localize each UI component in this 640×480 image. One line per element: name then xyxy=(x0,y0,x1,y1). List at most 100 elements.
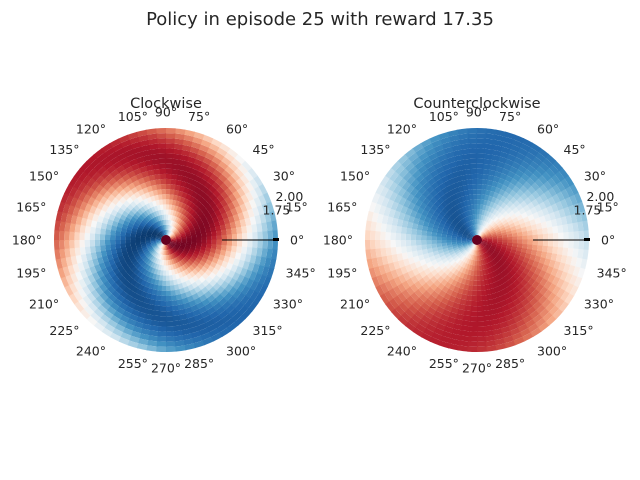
heat-cell xyxy=(431,236,436,240)
heat-cell xyxy=(54,230,59,241)
heat-cell xyxy=(120,236,125,240)
polar-panel-counterclockwise: 0°15°30°45°60°75°90°105°120°135°150°165°… xyxy=(323,96,627,376)
heat-cell xyxy=(476,184,481,189)
heat-cell xyxy=(468,148,477,154)
heat-cell xyxy=(370,231,375,241)
heat-cell xyxy=(165,133,175,138)
heat-cell xyxy=(477,209,480,214)
heat-cell xyxy=(162,276,166,281)
heat-cell xyxy=(135,237,140,240)
heat-cell xyxy=(69,232,74,241)
theta-tick-label: 345° xyxy=(286,266,316,281)
r-tick-label: 2.00 xyxy=(275,189,303,204)
heat-cell xyxy=(105,235,110,241)
theta-tick-label: 300° xyxy=(537,343,567,358)
theta-tick-label: 60° xyxy=(226,122,248,137)
heat-cell xyxy=(482,169,489,175)
heat-cell xyxy=(476,128,487,133)
theta-tick-label: 240° xyxy=(387,343,417,358)
heat-cell xyxy=(502,240,507,243)
heat-cell xyxy=(158,321,166,326)
heat-cell xyxy=(171,169,178,175)
heat-cell xyxy=(375,240,381,250)
heat-cell xyxy=(166,346,177,352)
heat-cell xyxy=(472,291,477,296)
heat-cell xyxy=(467,133,477,139)
heat-cell xyxy=(468,336,478,341)
heat-cell xyxy=(90,233,95,240)
heat-cell xyxy=(163,265,166,270)
theta-tick-label: 225° xyxy=(49,323,79,338)
heat-cell xyxy=(95,234,100,241)
heat-cell xyxy=(528,239,533,244)
theta-tick-label: 225° xyxy=(360,323,390,338)
heat-cell xyxy=(441,237,446,240)
heat-cell xyxy=(474,265,477,270)
heat-cell xyxy=(207,240,212,244)
heat-cell xyxy=(196,240,201,243)
heat-cell xyxy=(226,245,232,252)
heat-cell xyxy=(483,159,491,165)
heat-cell xyxy=(476,153,484,158)
heat-cell xyxy=(59,240,65,250)
heat-cell xyxy=(476,189,481,194)
heat-cell xyxy=(476,143,485,148)
heat-cell xyxy=(469,321,477,326)
heat-cell xyxy=(165,169,172,174)
heat-cell xyxy=(365,230,370,241)
heat-cell xyxy=(202,240,207,244)
heat-cell xyxy=(421,235,426,240)
theta-tick-label: 30° xyxy=(584,169,606,184)
center-marker xyxy=(161,235,171,245)
heat-cell xyxy=(471,306,478,311)
heat-cell xyxy=(411,234,416,240)
r-tick-label: 2.00 xyxy=(586,189,614,204)
theta-tick-label: 195° xyxy=(16,266,46,281)
heat-cell xyxy=(385,240,391,249)
heat-cell xyxy=(165,174,171,179)
heat-cell xyxy=(166,341,176,347)
heat-cell xyxy=(370,240,376,250)
center-marker xyxy=(472,235,482,245)
heat-cell xyxy=(125,236,130,240)
heat-cell xyxy=(100,229,106,236)
heat-cell xyxy=(469,326,478,331)
theta-tick-label: 135° xyxy=(360,142,390,157)
heat-cell xyxy=(476,179,482,184)
heat-cell xyxy=(390,232,395,240)
heat-cell xyxy=(464,310,472,316)
heat-cell xyxy=(85,226,91,234)
heat-cell xyxy=(172,159,180,165)
heat-cell xyxy=(477,199,481,204)
heat-cell xyxy=(80,225,86,234)
heat-cell xyxy=(396,233,401,241)
heat-cell xyxy=(152,315,160,321)
heat-cell xyxy=(523,239,528,244)
heat-cell xyxy=(473,281,477,286)
heat-cell xyxy=(90,227,96,235)
heat-cell xyxy=(476,138,486,143)
pendulum-tip xyxy=(273,238,279,241)
theta-tick-label: 285° xyxy=(184,356,214,371)
heat-cell xyxy=(217,239,222,244)
heat-cell xyxy=(165,148,174,153)
heat-cell xyxy=(547,245,553,253)
heat-cell xyxy=(231,245,237,252)
heat-cell xyxy=(246,246,252,255)
heat-cell xyxy=(391,225,397,234)
theta-tick-label: 150° xyxy=(340,169,370,184)
theta-tick-label: 135° xyxy=(49,142,79,157)
heat-cell xyxy=(482,164,490,170)
heat-cell xyxy=(483,154,492,160)
heat-cell xyxy=(462,320,471,326)
heat-cell xyxy=(267,230,273,240)
theta-tick-label: 330° xyxy=(273,297,303,312)
heat-cell xyxy=(154,305,161,311)
heat-cell xyxy=(518,240,523,244)
heat-cell xyxy=(465,305,472,311)
heat-cell xyxy=(476,164,483,169)
heat-cell xyxy=(163,270,166,275)
theta-tick-label: 300° xyxy=(226,343,256,358)
heat-cell xyxy=(64,240,70,250)
heat-cell xyxy=(477,331,486,337)
